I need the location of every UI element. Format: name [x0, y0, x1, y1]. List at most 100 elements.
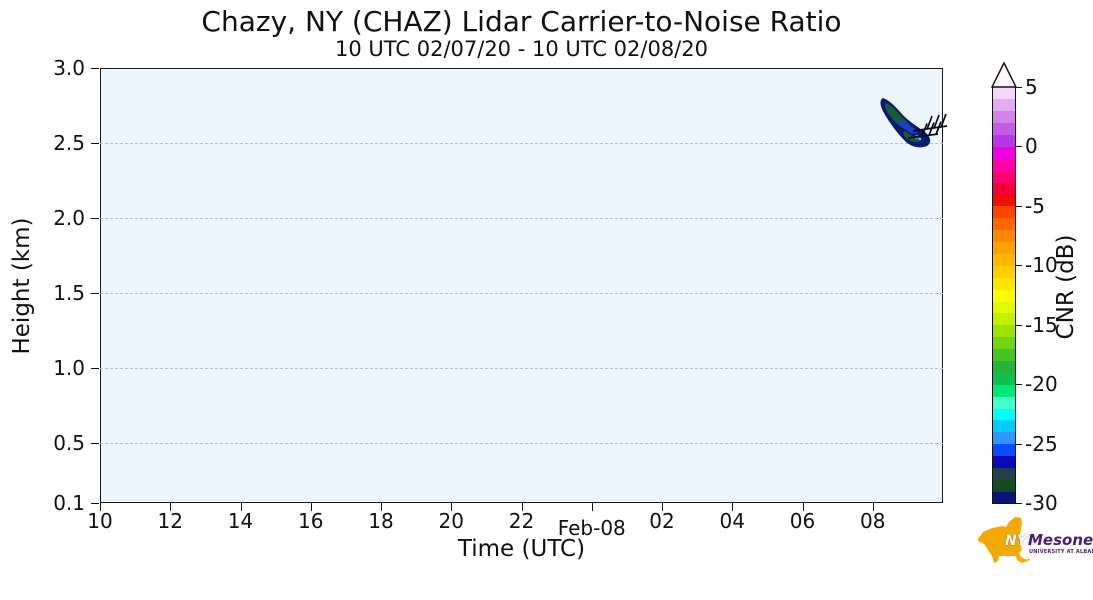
colorbar-extend-arrow	[990, 61, 1018, 88]
x-tick-mark	[662, 503, 663, 511]
colorbar-tick-label: -10	[1025, 253, 1058, 278]
colorbar-band	[993, 193, 1015, 207]
colorbar-band	[993, 324, 1015, 338]
x-tick-mark	[170, 503, 172, 511]
x-tick-label: 22	[508, 509, 535, 533]
colorbar-band	[993, 87, 1015, 100]
y-tick-mark	[91, 143, 99, 144]
x-tick-label: 08	[860, 509, 886, 533]
gridline	[100, 443, 943, 444]
colorbar-band	[993, 372, 1015, 385]
gridline	[100, 293, 943, 294]
x-tick-mark	[451, 503, 453, 511]
colorbar-tick-mark	[1015, 324, 1022, 326]
colorbar-tick-label: -15	[1025, 312, 1058, 337]
colorbar-band	[993, 443, 1015, 457]
ny-state-icon	[978, 517, 1030, 563]
x-tick-mark	[240, 503, 242, 511]
colorbar-band	[993, 182, 1015, 195]
gridline	[100, 143, 943, 144]
colorbar-band	[993, 491, 1015, 504]
colorbar-band	[993, 253, 1015, 266]
y-tick-mark	[91, 368, 99, 369]
x-tick-mark	[872, 503, 874, 511]
colorbar-tick-label: -5	[1025, 193, 1045, 218]
y-tick-label: 1.0	[53, 356, 85, 380]
colorbar-tick-label: 0	[1025, 134, 1038, 159]
colorbar-band	[993, 336, 1015, 350]
colorbar-band	[993, 396, 1015, 409]
x-tick-mark	[100, 503, 101, 511]
colorbar-tick-label: 5	[1025, 75, 1038, 99]
x-tick-label: 06	[789, 509, 816, 533]
y-tick-mark	[91, 68, 99, 69]
colorbar-band	[993, 146, 1015, 159]
y-tick-label: 0.5	[53, 431, 85, 455]
colorbar-band	[993, 419, 1015, 433]
colorbar-band	[993, 170, 1015, 183]
colorbar-band	[993, 217, 1015, 231]
x-tick-label: 18	[368, 509, 394, 533]
colorbar-band	[993, 158, 1015, 171]
x-tick-mark	[732, 503, 734, 511]
nys-mesonet-logo: NYS Mesonet UNIVERSITY AT ALBANY	[974, 513, 1093, 573]
y-tick-label: 3.0	[53, 56, 85, 80]
colorbar-band	[993, 229, 1015, 243]
colorbar-tick-mark	[1015, 146, 1022, 148]
x-tick-mark	[591, 503, 593, 511]
colorbar-band	[993, 479, 1015, 492]
colorbar-tick-mark	[1015, 384, 1022, 386]
colorbar-tick-mark	[1015, 265, 1022, 267]
colorbar-band	[993, 455, 1015, 468]
x-tick-mark	[521, 503, 523, 511]
colorbar-band	[993, 110, 1015, 124]
logo-nys-text: NYS	[1005, 533, 1037, 549]
y-tick-label: 1.5	[53, 281, 85, 305]
x-tick-label: 20	[438, 509, 464, 533]
chart-subtitle: 10 UTC 02/07/20 - 10 UTC 02/08/20	[335, 37, 708, 61]
colorbar-band	[993, 312, 1015, 326]
colorbar-band	[993, 407, 1015, 421]
x-axis-label: Time (UTC)	[457, 536, 586, 562]
y-tick-label: 2.5	[53, 131, 85, 155]
x-tick-label: Feb-08	[557, 516, 626, 540]
page-title: Chazy, NY (CHAZ) Lidar Carrier-to-Noise …	[201, 5, 842, 38]
logo-mesonet-text: Mesonet	[1028, 531, 1093, 549]
colorbar-tick-label: -20	[1025, 372, 1058, 397]
x-tick-label: 14	[227, 509, 254, 533]
colorbar-tick-mark	[1015, 503, 1022, 504]
colorbar-band	[993, 134, 1015, 148]
colorbar-frame	[992, 86, 1016, 504]
colorbar-tick-mark	[1015, 443, 1022, 445]
x-tick-label: 02	[649, 509, 675, 533]
y-tick-mark	[91, 293, 99, 294]
y-tick-mark	[91, 503, 99, 504]
colorbar-tick-mark	[1015, 87, 1022, 88]
colorbar-band	[993, 360, 1015, 373]
y-tick-mark	[91, 218, 99, 219]
y-tick-mark	[91, 443, 99, 444]
gridline	[100, 368, 943, 369]
colorbar-band	[993, 277, 1015, 290]
colorbar-band	[993, 289, 1015, 302]
colorbar-tick-mark	[1015, 205, 1022, 207]
x-tick-mark	[381, 503, 382, 511]
x-tick-label: 04	[719, 509, 745, 533]
x-tick-label: 10	[87, 509, 113, 533]
colorbar-band	[993, 431, 1015, 445]
colorbar-band	[993, 98, 1015, 112]
colorbar-band	[993, 205, 1015, 219]
x-tick-mark	[310, 503, 312, 511]
colorbar-tick-label: -25	[1025, 431, 1058, 456]
colorbar-band	[993, 467, 1015, 480]
colorbar-band	[993, 122, 1015, 136]
x-tick-label: 12	[157, 509, 183, 533]
x-tick-label: 16	[298, 509, 324, 533]
colorbar-band	[993, 265, 1015, 278]
colorbar-band	[993, 300, 1015, 314]
colorbar-tick-label: -30	[1025, 491, 1058, 515]
y-tick-label: 2.0	[53, 206, 85, 230]
colorbar-band	[993, 348, 1015, 361]
y-tick-label: 0.1	[53, 491, 85, 515]
